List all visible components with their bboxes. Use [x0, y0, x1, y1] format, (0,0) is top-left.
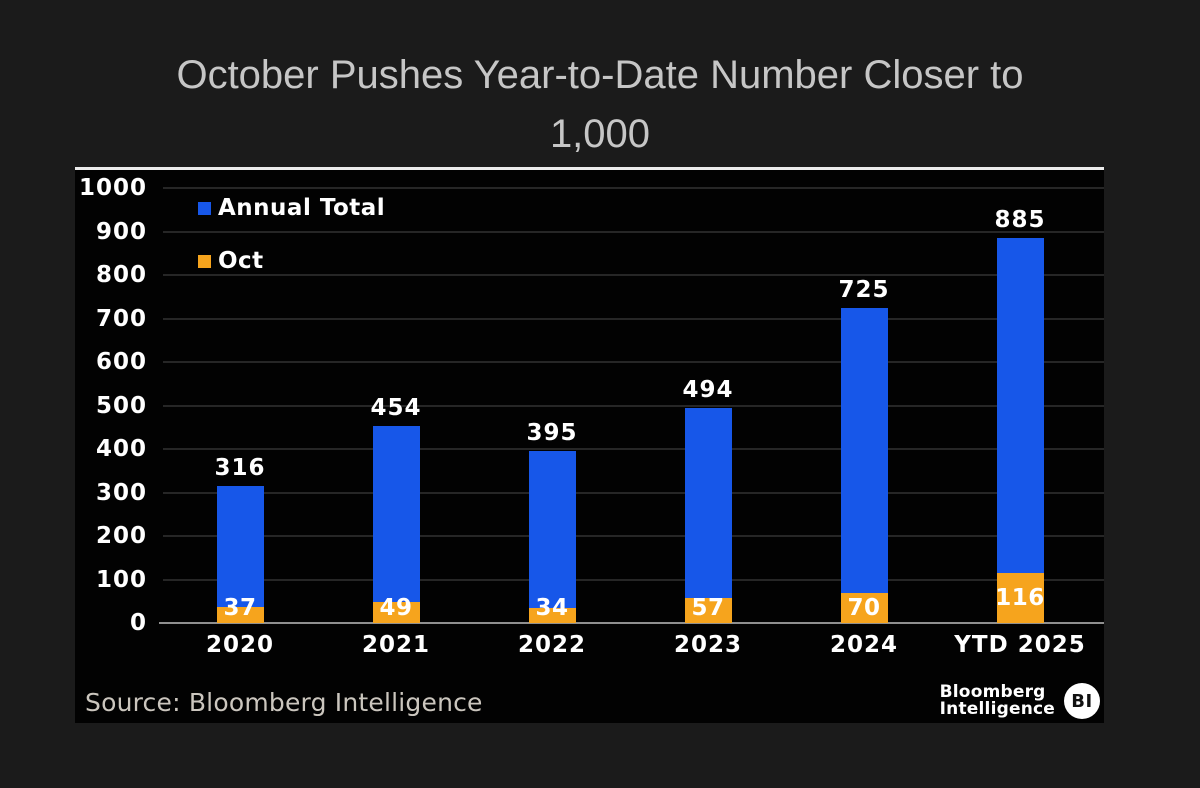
gridline — [163, 274, 1104, 276]
gridline — [163, 448, 1104, 450]
y-axis-tick-label: 500 — [95, 392, 147, 419]
oct-value-label: 116 — [995, 584, 1045, 611]
gridline — [163, 404, 1104, 407]
chart-title-line2: 1,000 — [549, 112, 651, 156]
gridline — [163, 361, 1104, 363]
source-note: Source: Bloomberg Intelligence — [85, 688, 483, 717]
y-axis-tick-label: 900 — [95, 218, 147, 245]
x-axis-tick-label: 2023 — [673, 632, 742, 658]
y-axis-tick-label: 200 — [95, 523, 147, 549]
x-axis-tick-label: 2020 — [205, 632, 274, 658]
y-axis-tick-label: 1000 — [78, 175, 147, 201]
annual-total-value-label: 725 — [838, 276, 890, 303]
oct-bar-segment — [528, 608, 576, 623]
oct-bar-segment — [684, 598, 732, 623]
annual-total-bar — [528, 451, 576, 623]
gridline — [163, 230, 1104, 233]
chart-title-line1: October Pushes Year-to-Date Number Close… — [176, 53, 1024, 97]
bar-group: 49 — [372, 425, 420, 623]
legend-label: Oct — [218, 248, 264, 274]
gridline — [163, 578, 1104, 581]
y-axis-tick-label: 600 — [95, 349, 147, 375]
bar-group: 116 — [995, 238, 1044, 623]
x-axis-line — [159, 622, 1104, 624]
gridline — [163, 535, 1104, 537]
annual-total-value-label: 494 — [682, 377, 734, 404]
gridline — [163, 187, 1104, 189]
oct-bar-segment — [216, 606, 264, 623]
annual-total-value-label: 316 — [214, 454, 266, 481]
oct-value-label: 70 — [847, 594, 881, 621]
annual-total-bar — [216, 485, 264, 623]
bar-group: 57 — [684, 408, 732, 623]
oct-value-label: 37 — [223, 595, 257, 621]
x-axis-tick-label: 2021 — [361, 632, 430, 658]
chart-title: October Pushes Year-to-Date Number Close… — [0, 46, 1200, 164]
annual-total-bar — [684, 408, 732, 623]
oct-value-label: 49 — [379, 595, 413, 621]
logo-line2: Intelligence — [939, 699, 1055, 719]
x-axis-tick-label: YTD 2025 — [954, 632, 1086, 658]
y-axis-tick-label: 100 — [95, 566, 147, 593]
annual-total-bar — [840, 307, 888, 623]
annual-total-value-label: 454 — [370, 394, 422, 421]
oct-value-label: 34 — [535, 595, 569, 621]
chart-panel: 0 100 200 300 400 500 600 700 800 900 1000 316 2020… — [75, 167, 1104, 723]
x-axis-tick-label: 2022 — [517, 632, 586, 658]
bar-group: 34 — [528, 451, 576, 623]
oct-swatch-icon — [198, 254, 211, 268]
y-axis-tick-label: 700 — [95, 305, 147, 332]
annual-total-value-label: 885 — [994, 207, 1046, 234]
oct-bar-segment — [996, 572, 1044, 623]
annual-total-bar — [996, 238, 1044, 623]
logo-line1: Bloomberg — [939, 682, 1046, 702]
oct-bar-segment — [840, 592, 888, 623]
annual-total-bar — [372, 425, 420, 623]
y-axis-tick-label: 400 — [95, 436, 147, 462]
oct-value-label: 57 — [691, 595, 725, 621]
legend-label: Annual Total — [218, 195, 386, 221]
legend-item-oct: Oct — [198, 248, 264, 274]
gridline — [163, 317, 1104, 320]
bar-group: 37 — [216, 485, 264, 623]
bi-badge-icon: BI — [1064, 683, 1100, 719]
gridline — [163, 491, 1104, 494]
annual-total-swatch-icon — [198, 201, 211, 215]
annual-total-value-label: 395 — [526, 420, 578, 447]
legend-item-annual-total: Annual Total — [198, 195, 385, 221]
y-axis-tick-label: 300 — [95, 479, 147, 506]
y-axis-tick-label: 0 — [129, 610, 147, 636]
x-axis-tick-label: 2024 — [829, 632, 898, 658]
bloomberg-intelligence-logo: Bloomberg Intelligence BI — [940, 683, 1100, 719]
oct-bar-segment — [372, 601, 420, 623]
y-axis-tick-label: 800 — [95, 262, 147, 288]
bar-group: 70 — [840, 307, 888, 623]
bloomberg-intelligence-wordmark: Bloomberg Intelligence — [940, 684, 1055, 718]
